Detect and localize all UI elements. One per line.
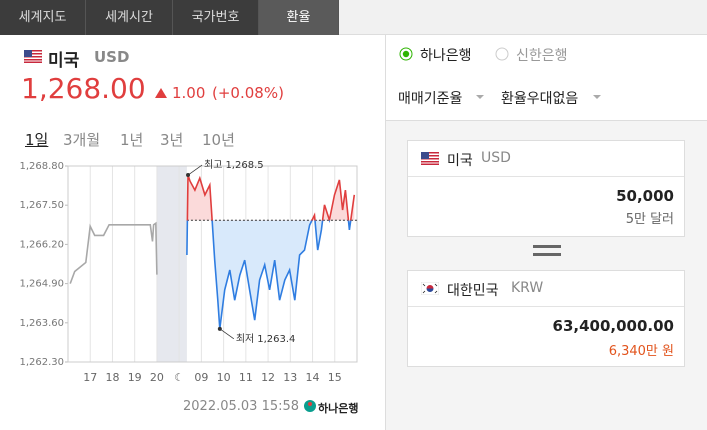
x-tick-label: 12 bbox=[261, 371, 275, 384]
equals-bar bbox=[533, 253, 561, 256]
rate: 1,268.00 bbox=[21, 72, 146, 105]
to-code: KRW bbox=[511, 280, 544, 296]
annotation-text: 최고 bbox=[204, 159, 222, 171]
dropdown-caret bbox=[593, 95, 601, 99]
tab[interactable]: 국가번호 bbox=[173, 0, 259, 35]
bank-name: 하나은행 bbox=[318, 402, 359, 415]
x-tick-label: 15 bbox=[328, 371, 342, 384]
card-header bbox=[408, 271, 684, 307]
plot-frame bbox=[67, 165, 358, 363]
line bbox=[69, 221, 158, 284]
x-tick-label: ☾ bbox=[174, 371, 184, 384]
from-code: USD bbox=[481, 150, 511, 166]
x-tick-label: 09 bbox=[194, 371, 208, 384]
range-tab[interactable]: 3개월 bbox=[63, 131, 101, 149]
dropdown-caret bbox=[476, 95, 484, 99]
area bbox=[186, 175, 355, 329]
annotation: 최고 1,268.5 bbox=[204, 159, 264, 171]
change: 1.00 bbox=[172, 84, 206, 102]
y-tick-label: 1,263.60 bbox=[19, 318, 64, 329]
dropdown[interactable]: 매매기준율 bbox=[398, 91, 463, 107]
to-country: 대한민국 bbox=[447, 283, 499, 299]
bank-option[interactable]: 신한은행 bbox=[516, 48, 568, 64]
x-tick-label: 14 bbox=[306, 371, 320, 384]
y-tick-label: 1,267.50 bbox=[19, 200, 64, 211]
annotation-leader bbox=[187, 164, 203, 176]
x-tick-label: 10 bbox=[217, 371, 231, 384]
y-tick-label: 1,266.20 bbox=[19, 239, 64, 250]
tab-active[interactable]: 환율 bbox=[259, 0, 339, 35]
radio-off[interactable] bbox=[495, 47, 509, 61]
range-tab[interactable]: 3년 bbox=[160, 131, 184, 149]
up-arrow bbox=[155, 88, 167, 98]
dropdown[interactable]: 환율우대없음 bbox=[501, 91, 579, 107]
to-words: 6,340만 원 bbox=[608, 344, 674, 359]
tab[interactable]: 세계시간 bbox=[86, 0, 173, 35]
equals-bar bbox=[533, 245, 561, 248]
flag-us bbox=[421, 152, 439, 165]
from-card: 미국 USD 50,000 5만 달러 bbox=[407, 140, 685, 237]
y-tick-label: 1,262.30 bbox=[19, 357, 64, 368]
to-card: 대한민국 KRW 63,400,000.00 6,340만 원 bbox=[407, 270, 685, 367]
from-country: 미국 bbox=[447, 153, 473, 169]
range-tab[interactable]: 10년 bbox=[202, 131, 235, 149]
annotation-value: 1,268.5 bbox=[225, 160, 263, 171]
from-words: 5만 달러 bbox=[625, 212, 674, 227]
timestamp: 2022.05.03 15:58 bbox=[183, 399, 300, 414]
tab-bar: 세계지도 세계시간 국가번호 환율 bbox=[0, 0, 707, 35]
tab[interactable]: 세계지도 bbox=[0, 0, 86, 35]
flag-us bbox=[24, 50, 42, 63]
chart: 17 18 19 20 ☾ 09 10 11 12 13 14 15 1,262.30 1,263.60 1… bbox=[19, 159, 358, 384]
currency-code: USD bbox=[94, 48, 130, 66]
x-tick-label: 19 bbox=[128, 371, 142, 384]
radio-on[interactable] bbox=[399, 47, 413, 61]
annotation-text: 최저 bbox=[236, 333, 254, 345]
range-tab[interactable]: 1년 bbox=[120, 131, 144, 149]
y-tick-label: 1,264.90 bbox=[19, 279, 64, 290]
bank-option[interactable]: 하나은행 bbox=[420, 48, 472, 64]
closed-band bbox=[156, 166, 187, 362]
x-tick-label: 17 bbox=[83, 371, 97, 384]
to-amount: 63,400,000.00 bbox=[552, 317, 674, 335]
flag-kr bbox=[421, 282, 439, 295]
country: 미국 bbox=[48, 51, 80, 71]
x-tick-label: 13 bbox=[283, 371, 297, 384]
x-tick-label: 20 bbox=[150, 371, 164, 384]
line bbox=[186, 174, 356, 329]
annotation-leader bbox=[219, 328, 235, 340]
bank-logo bbox=[304, 400, 316, 412]
from-amount[interactable]: 50,000 bbox=[616, 187, 674, 205]
x-tick-label: 11 bbox=[239, 371, 253, 384]
y-tick-label: 1,268.80 bbox=[19, 161, 64, 172]
change-pct: (+0.08%) bbox=[212, 84, 284, 102]
card-header bbox=[408, 141, 684, 177]
annotation: 최저 1,263.4 bbox=[236, 333, 296, 345]
divider bbox=[385, 35, 386, 430]
range-tab[interactable]: 1일 bbox=[25, 131, 49, 149]
annotation-value: 1,263.4 bbox=[257, 334, 295, 345]
x-tick-label: 18 bbox=[105, 371, 119, 384]
